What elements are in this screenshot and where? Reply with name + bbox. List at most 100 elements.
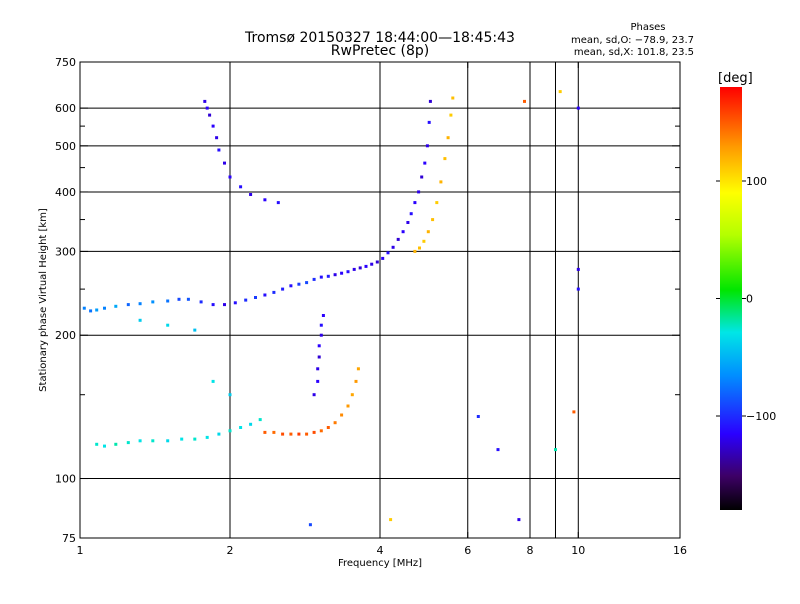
data-point [558, 90, 562, 94]
data-point [244, 298, 248, 302]
data-point [354, 379, 358, 383]
data-point [358, 266, 362, 270]
data-point [517, 518, 521, 522]
data-point [423, 161, 427, 165]
data-point [425, 144, 429, 148]
data-point [217, 148, 221, 152]
colorbar-tick-label: −100 [746, 410, 776, 423]
data-point [316, 367, 320, 371]
data-point [317, 344, 321, 348]
y-tick-label: 600 [55, 102, 76, 115]
grid-lines [80, 62, 680, 538]
data-point [263, 198, 267, 202]
data-point [523, 99, 526, 103]
x-tick-label: 6 [464, 544, 471, 557]
data-point [333, 421, 337, 425]
data-point [297, 282, 301, 286]
y-tick-label: 500 [55, 140, 76, 153]
data-point [82, 306, 86, 310]
data-point [289, 432, 293, 436]
data-point [576, 287, 580, 291]
chart-subtitle: RwPretec (8p) [331, 43, 429, 59]
data-point [451, 96, 455, 100]
stats-line-x: mean, sd,X: 101.8, 23.5 [574, 47, 694, 58]
colorbar-tick-label: 0 [746, 293, 753, 306]
y-tick-label: 200 [55, 329, 76, 342]
data-point [228, 429, 232, 433]
data-point [272, 430, 276, 434]
data-point [317, 355, 321, 359]
data-point [166, 439, 170, 443]
y-tick-label: 400 [55, 186, 76, 199]
y-tick-label: 100 [55, 473, 76, 486]
data-point [281, 287, 285, 291]
data-point [249, 422, 253, 426]
data-point [422, 239, 426, 243]
data-point [126, 303, 130, 307]
data-point [177, 297, 181, 301]
data-point [413, 201, 417, 205]
data-point [166, 299, 170, 303]
data-point [186, 297, 190, 301]
data-point [418, 246, 421, 250]
data-point [308, 523, 312, 527]
data-point [103, 306, 106, 310]
data-point [319, 333, 323, 337]
data-point [319, 275, 323, 279]
data-point [138, 318, 142, 322]
data-point [496, 448, 500, 452]
data-point [126, 441, 130, 445]
colorbar-tick-label: 100 [746, 175, 767, 188]
data-point [263, 430, 267, 434]
data-point [346, 270, 350, 274]
data-point [89, 309, 93, 313]
data-point [319, 429, 323, 433]
data-point [316, 379, 320, 383]
colorbar-ticks: 100 0 −100 [716, 175, 776, 423]
data-point [138, 302, 142, 306]
data-point [228, 175, 232, 179]
y-tick-labels: 75 100 200 300 400 500 600 750 [55, 56, 76, 545]
data-point [203, 99, 207, 103]
data-point [446, 136, 450, 140]
colorbar [720, 87, 742, 510]
data-point [386, 251, 390, 255]
data-point [554, 448, 557, 452]
x-tick-labels: 1 2 4 6 8 10 16 [77, 544, 688, 557]
data-point [114, 304, 118, 308]
data-point [321, 314, 325, 317]
data-point [205, 106, 209, 110]
stats-line-o: mean, sd,O: −78.9, 23.7 [571, 35, 694, 46]
x-tick-label: 2 [227, 544, 234, 557]
data-point [211, 124, 215, 128]
data-point [312, 277, 316, 281]
data-point [449, 113, 453, 117]
data-point [166, 323, 170, 327]
data-point [208, 113, 212, 117]
data-point [439, 180, 443, 184]
data-point [223, 161, 226, 165]
data-point [352, 267, 356, 271]
data-point [239, 185, 243, 189]
data-point [211, 379, 215, 383]
data-point [326, 274, 330, 278]
data-point [576, 106, 580, 110]
data-point [199, 300, 203, 304]
data-point [427, 120, 431, 124]
data-point [289, 284, 293, 288]
data-point [356, 367, 360, 371]
data-point [258, 418, 262, 422]
data-point [333, 273, 337, 277]
data-point [350, 393, 354, 397]
data-point [211, 303, 215, 307]
data-point [409, 212, 413, 216]
data-point [426, 230, 430, 234]
data-point [254, 296, 257, 299]
data-point [233, 301, 237, 305]
data-point [281, 432, 285, 436]
chart-title: Tromsø 20150327 18:44:00—18:45:43 [244, 30, 515, 46]
y-axis-label: Stationary phase Virtual Height [km] [38, 208, 49, 392]
x-axis-label: Frequency [MHz] [338, 558, 422, 569]
